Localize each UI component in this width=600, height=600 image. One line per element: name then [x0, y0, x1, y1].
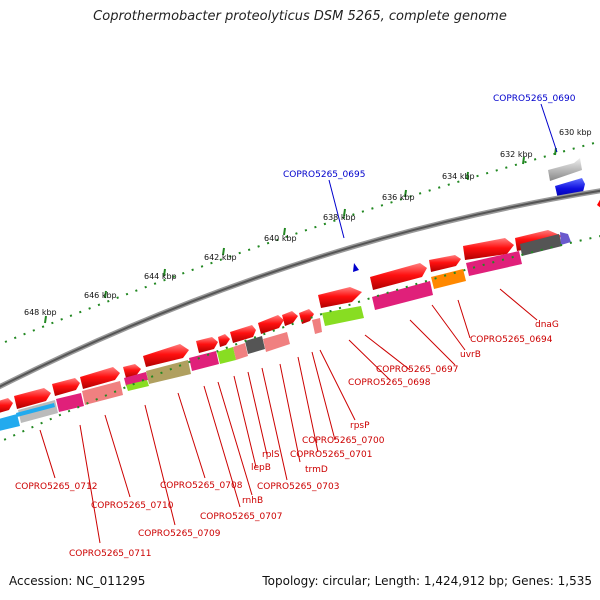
- gene-label: COPRO5265_0697: [376, 365, 458, 375]
- gene-block-pink: [312, 318, 322, 334]
- gene-block-magenta: [56, 393, 84, 412]
- gene-block-pink: [263, 332, 290, 352]
- scale-labels: 630 kbp 632 kbp 634 kbp 636 kbp 638 kbp …: [24, 128, 592, 317]
- genome-backbone: [0, 188, 600, 390]
- gene-block-cyan: [16, 403, 55, 417]
- gene-label: COPRO5265_0701: [290, 450, 372, 460]
- gene-label: COPRO5265_0703: [257, 482, 339, 492]
- gene-block-magenta: [124, 372, 148, 386]
- gene-block-grey: [548, 158, 582, 181]
- genome-backbone-inner: [0, 189, 600, 388]
- gene-arrow: [52, 378, 80, 396]
- gene-label: COPRO5265_0709: [138, 529, 221, 539]
- scale-label: 646 kbp: [84, 291, 117, 300]
- gene-arrow: [143, 344, 189, 367]
- gene-arrow: [80, 367, 120, 389]
- gene-arrow: [429, 255, 461, 272]
- marker-icon: [353, 263, 359, 272]
- gene-block-lime: [217, 347, 236, 364]
- gene-label-blue: COPRO5265_0690: [493, 94, 576, 104]
- gene-label: COPRO5265_0700: [302, 436, 385, 446]
- gene-block-pink: [233, 343, 248, 360]
- gene-arrow: [0, 398, 13, 413]
- gene-block-orange: [431, 269, 466, 289]
- gene-arrow: [318, 287, 362, 308]
- gene-label: COPRO5265_0698: [348, 378, 431, 388]
- scale-label: 642 kbp: [204, 253, 237, 262]
- gene-block-darkgrey: [245, 336, 265, 354]
- gene-arrow: [230, 325, 256, 343]
- scale-major-ticks: [44, 147, 557, 324]
- gene-label: dnaG: [535, 320, 559, 330]
- scale-label: 636 kbp: [382, 193, 415, 202]
- gene-arrow: [14, 388, 51, 409]
- gene-arrow: [463, 238, 514, 260]
- scale-label: 630 kbp: [559, 128, 592, 137]
- scale-label: 644 kbp: [144, 272, 177, 281]
- gene-block-purple: [560, 232, 571, 245]
- gene-arrow: [196, 337, 218, 353]
- scale-label: 640 kbp: [264, 234, 297, 243]
- gene-block-grey: [520, 234, 562, 256]
- reverse-genes: [0, 232, 571, 431]
- gene-arrow: [258, 315, 284, 334]
- gene-label: rpsP: [350, 421, 370, 431]
- gene-label: uvrB: [460, 350, 481, 360]
- gene-arrow: [282, 311, 298, 326]
- gene-labels: dnaG COPRO5265_0694 uvrB COPRO5265_0697 …: [15, 320, 559, 559]
- gene-label: trmD: [305, 465, 328, 475]
- gene-arrow: [123, 364, 141, 378]
- gene-block-lime: [126, 380, 149, 391]
- gene-label: lepB: [251, 463, 271, 473]
- gene-label: rplS: [262, 450, 280, 460]
- gene-label: COPRO5265_0707: [200, 512, 282, 522]
- gene-block-lime: [322, 306, 364, 326]
- gene-label: COPRO5265_0694: [470, 335, 553, 345]
- red-callouts: [39, 288, 538, 544]
- gene-label: COPRO5265_0711: [69, 549, 151, 559]
- gene-label: COPRO5265_0710: [91, 501, 174, 511]
- blue-callouts: [328, 103, 558, 239]
- gene-label: COPRO5265_0708: [160, 481, 243, 491]
- edge-marker-icon: [597, 199, 600, 208]
- gene-label: COPRO5265_0712: [15, 482, 97, 492]
- gene-arrow: [370, 263, 427, 290]
- accession-text: Accession: NC_011295: [9, 574, 146, 588]
- scale-label: 634 kbp: [442, 172, 475, 181]
- genome-summary: Topology: circular; Length: 1,424,912 bp…: [262, 574, 592, 588]
- gene-block-pink: [82, 381, 123, 405]
- gene-block-cyan: [0, 414, 20, 431]
- gene-label: rnhB: [242, 496, 263, 506]
- scale-label: 632 kbp: [500, 150, 533, 159]
- scale-label: 648 kbp: [24, 308, 57, 317]
- gene-block-magenta: [372, 281, 433, 310]
- gene-label-blue: COPRO5265_0695: [283, 170, 365, 180]
- genome-title: Coprothermobacter proteolyticus DSM 5265…: [93, 9, 507, 24]
- gene-arrow: [218, 334, 230, 347]
- scale-label: 638 kbp: [323, 213, 356, 222]
- forward-genes: [0, 230, 562, 413]
- gene-block-magenta: [189, 351, 219, 371]
- gene-block-magenta: [466, 251, 522, 276]
- gene-block-blue: [555, 178, 585, 199]
